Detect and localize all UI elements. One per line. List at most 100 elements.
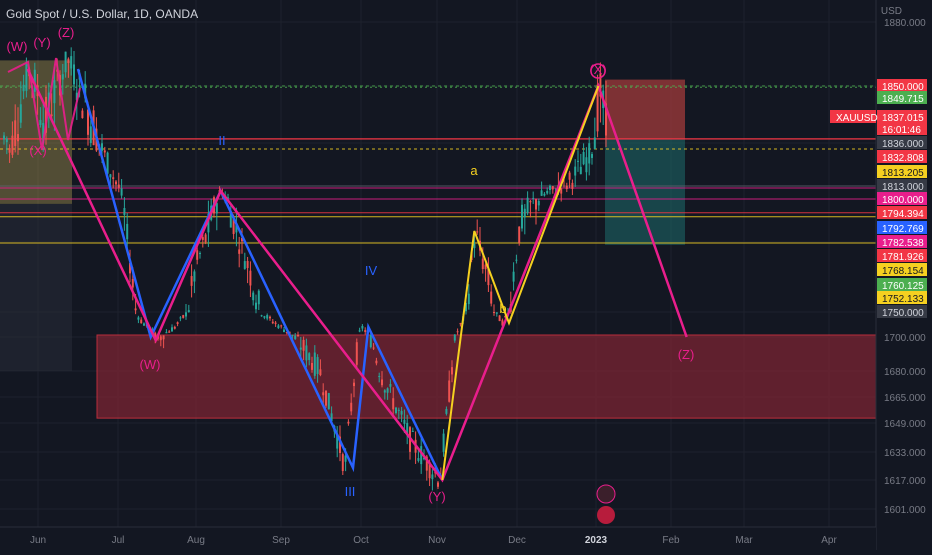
candle-body [406,423,409,436]
candle-body [364,330,367,332]
candle-body [252,292,255,301]
wave-label-6: (W) [140,357,161,372]
candle-body [53,80,56,104]
candle-body [568,172,571,180]
candle-body [325,390,327,406]
candle-body [355,342,358,365]
candle-body [403,419,406,424]
candle-body [327,393,330,410]
yellow-zone [0,60,72,204]
candle-body [274,322,277,324]
candle-body [451,367,453,375]
candle-body [257,290,260,305]
candle-body [73,64,75,85]
candle-body [308,353,311,360]
price-tick: 1633.000 [884,448,926,459]
candle-body [165,332,168,334]
candle-body [465,302,467,312]
candle-body [316,357,319,374]
candle-body [3,135,5,140]
candle-body [187,310,190,313]
candle-body [372,347,375,349]
candle-body [64,51,67,73]
wave-label-8: III [345,484,356,499]
time-tick: Feb [662,535,680,546]
wave-label-4: (X) [29,143,46,158]
flag-event-icon [597,506,615,524]
candle-body [291,334,294,336]
candle-body [140,319,143,324]
candle-body [61,74,64,80]
price-label-bg [877,263,927,276]
candle-body [173,326,176,329]
candle-body [22,84,25,92]
candle-body [330,413,333,422]
candle-body [19,104,22,123]
candle-body [266,315,269,319]
candle-body [605,103,607,136]
time-axis-bg [0,527,876,550]
candle-body [526,197,529,214]
candle-body [442,433,445,452]
candle-body [17,134,19,142]
price-label-bg [877,150,927,163]
candle-body [123,207,126,216]
price-label-bg [877,278,927,291]
time-tick: Nov [428,535,446,546]
time-tick: Aug [187,535,205,546]
candle-body [129,262,131,274]
candle-body [400,410,403,415]
grey-zone [0,203,72,371]
candle-body [249,270,252,286]
price-label-bg [877,192,927,205]
symbol-title: Gold Spot / U.S. Dollar, 1D, OANDA [6,7,199,21]
time-tick: Mar [735,535,753,546]
price-label-bg [877,179,927,192]
price-label-bg [877,291,927,304]
candle-body [445,408,448,414]
candle-body [154,332,157,339]
candle-body [467,293,470,305]
candle-body [255,302,257,310]
price-label-bg [877,235,927,248]
candle-body [336,435,339,449]
candle-body [171,327,173,332]
candle-body [582,151,585,165]
candles [3,47,607,491]
price-label: 1800.000 [882,195,924,206]
candle-body [280,325,283,327]
candle-body [543,193,546,196]
candle-body [389,384,392,387]
price-tick: 1649.000 [884,419,926,430]
candle-body [207,213,210,233]
price-label: 1794.394 [882,209,924,220]
price-label-bg [877,122,927,135]
candle-body [369,334,372,348]
symbol-tag: XAUUSD [836,113,878,124]
candle-body [431,474,434,480]
candle-body [459,323,462,325]
candle-body [204,234,207,243]
candle-body [232,216,235,235]
time-tick: Dec [508,535,526,546]
candle-body [229,210,232,228]
candle-body [70,56,73,69]
candle-body [448,380,451,402]
candle-body [518,226,521,243]
price-label: 1813.000 [882,182,924,193]
time-tick: Apr [821,535,837,546]
candle-body [423,457,425,460]
time-tick: Oct [353,535,369,546]
price-label-bg [877,91,927,104]
candle-body [341,454,344,472]
candle-body [481,258,484,269]
candle-body [131,279,134,288]
candle-body [199,253,201,255]
time-tick: 2023 [585,535,608,546]
candle-body [593,137,596,150]
candle-body [537,201,540,206]
candle-body [33,69,36,92]
time-tick: Jul [112,535,125,546]
